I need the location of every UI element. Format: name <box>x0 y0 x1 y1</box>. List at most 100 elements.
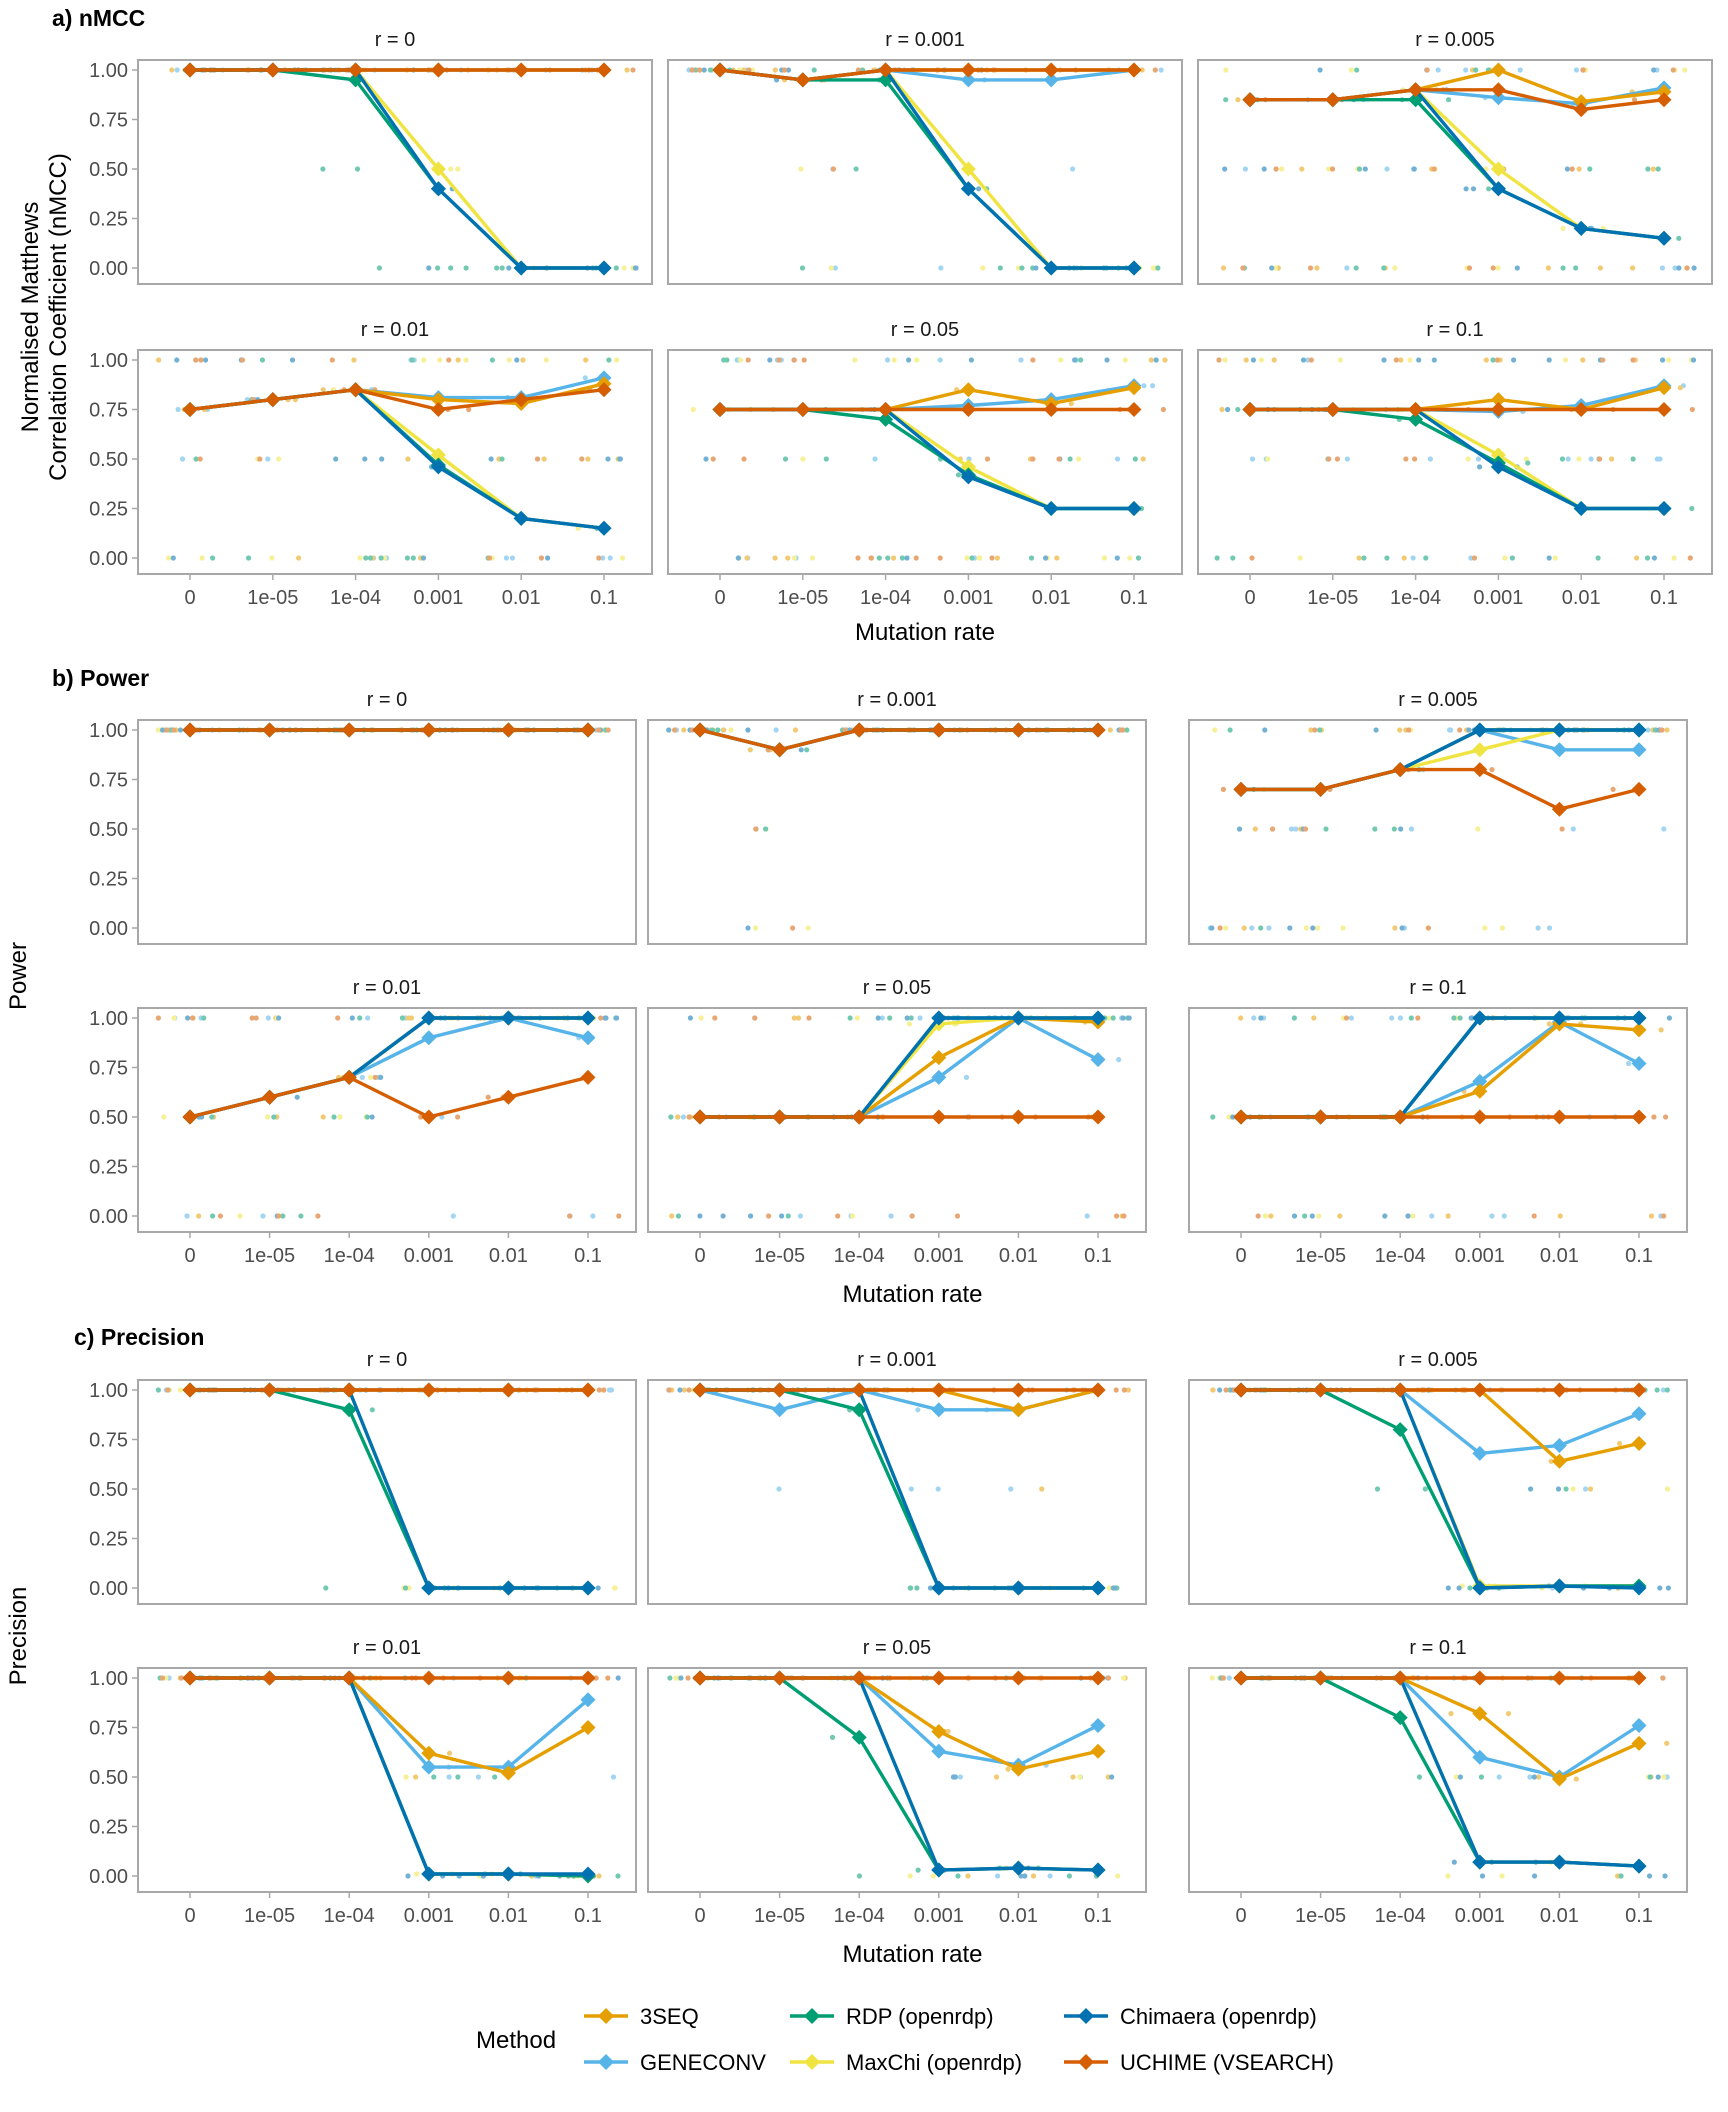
replicate-point <box>171 1015 177 1021</box>
replicate-point <box>800 456 806 462</box>
series-point <box>692 1109 708 1125</box>
series-point <box>1573 402 1589 417</box>
series-point <box>851 1109 867 1125</box>
series-point <box>1656 380 1672 396</box>
replicate-point <box>1690 357 1697 363</box>
replicate-point <box>499 456 505 462</box>
series-point <box>931 1580 947 1596</box>
series-line <box>1250 88 1665 240</box>
legend-label: MaxChi (openrdp) <box>846 2050 1022 2075</box>
series-point <box>500 1089 516 1105</box>
replicate-point <box>669 1213 675 1219</box>
series-point <box>1573 94 1589 110</box>
facet-title: r = 0.1 <box>1409 977 1466 999</box>
replicate-point <box>1397 727 1403 733</box>
replicate-point <box>1655 1774 1661 1780</box>
facet-title: r = 0.005 <box>1415 29 1495 51</box>
replicate-point <box>1236 826 1243 832</box>
facet-panel: r = 0.01 0.00 0.25 0.50 0.75 1.00 0 1e-05 1e-04 0… <box>89 1637 637 1927</box>
series-point <box>1408 411 1424 427</box>
x-tick-label: 1e-05 <box>777 587 828 609</box>
replicate-point <box>1677 385 1683 391</box>
replicate-point <box>747 747 753 753</box>
replicate-point <box>712 1015 718 1021</box>
replicate-point <box>1125 1387 1131 1393</box>
replicate-point <box>435 265 441 271</box>
replicate-point <box>1563 1486 1569 1492</box>
replicate-point <box>164 727 170 733</box>
facet-title: r = 0.001 <box>857 689 937 711</box>
x-tick-label: 0 <box>694 1245 705 1267</box>
series-line <box>1250 97 1665 240</box>
replicate-point <box>320 1114 326 1120</box>
replicate-point <box>1499 1873 1505 1879</box>
series-point <box>1490 62 1506 78</box>
replicate-point <box>249 1015 255 1021</box>
x-tick-label: 0.01 <box>1032 587 1071 609</box>
series-point <box>1010 1010 1026 1026</box>
series-point <box>513 392 529 408</box>
replicate-point <box>955 472 962 478</box>
series-point <box>1090 1718 1106 1734</box>
replicate-point <box>1251 1015 1257 1021</box>
replicate-point <box>159 1675 166 1681</box>
series-line <box>189 1075 589 1119</box>
replicate-point <box>1120 1015 1126 1021</box>
series-point <box>1551 1578 1567 1594</box>
replicate-point <box>1153 357 1159 363</box>
replicate-point <box>1270 826 1276 832</box>
replicate-point <box>1666 357 1672 363</box>
legend-item: MaxChi (openrdp) <box>790 2050 1022 2075</box>
series-point <box>960 72 976 88</box>
replicate-point <box>891 555 897 561</box>
replicate-point <box>180 456 186 462</box>
replicate-point <box>506 357 512 363</box>
replicate-point <box>1427 456 1433 462</box>
replicate-point <box>1644 555 1651 561</box>
replicate-point <box>1398 826 1404 832</box>
replicate-point <box>601 1387 607 1393</box>
replicate-point <box>954 1213 961 1219</box>
series-point <box>1472 1445 1488 1461</box>
replicate-point <box>1312 727 1318 733</box>
replicate-point <box>455 1114 461 1120</box>
series-point <box>1656 501 1672 516</box>
y-tick-label: 0.25 <box>89 869 128 891</box>
replicate-point <box>1389 1015 1395 1021</box>
replicate-point <box>809 555 816 561</box>
series-point <box>341 1069 357 1085</box>
replicate-point <box>1645 727 1651 733</box>
series-point <box>265 62 281 78</box>
replicate-point <box>538 555 545 561</box>
replicate-point <box>1078 357 1084 363</box>
series-point <box>1490 459 1506 475</box>
series-point <box>1631 742 1647 758</box>
replicate-point <box>1066 1873 1072 1879</box>
panel-frame <box>137 349 653 575</box>
replicate-point <box>1536 1774 1542 1780</box>
replicate-point <box>1495 265 1501 271</box>
replicate-point <box>463 265 469 271</box>
replicate-point <box>1470 186 1477 192</box>
replicate-point <box>1140 456 1146 462</box>
replicate-point <box>976 555 982 561</box>
series-point <box>931 1723 947 1739</box>
series-point <box>1010 1580 1026 1596</box>
series-point <box>1631 1580 1647 1596</box>
legend-label: Chimaera (openrdp) <box>1120 2004 1317 2029</box>
series-point <box>1325 92 1341 108</box>
replicate-point <box>1559 826 1565 832</box>
replicate-point <box>1269 265 1275 271</box>
replicate-point <box>1646 1873 1653 1879</box>
series-point <box>1126 380 1142 396</box>
replicate-point <box>1314 265 1320 271</box>
replicate-point <box>193 456 199 462</box>
x-tick-label: 0.1 <box>1120 587 1148 609</box>
series-point <box>500 1580 516 1596</box>
x-tick-label: 0 <box>1244 587 1255 609</box>
series-point <box>1010 1109 1026 1125</box>
series-point <box>430 181 446 197</box>
replicate-point <box>1249 456 1256 462</box>
legend-label: 3SEQ <box>640 2004 699 2029</box>
replicate-point <box>1546 1021 1552 1027</box>
